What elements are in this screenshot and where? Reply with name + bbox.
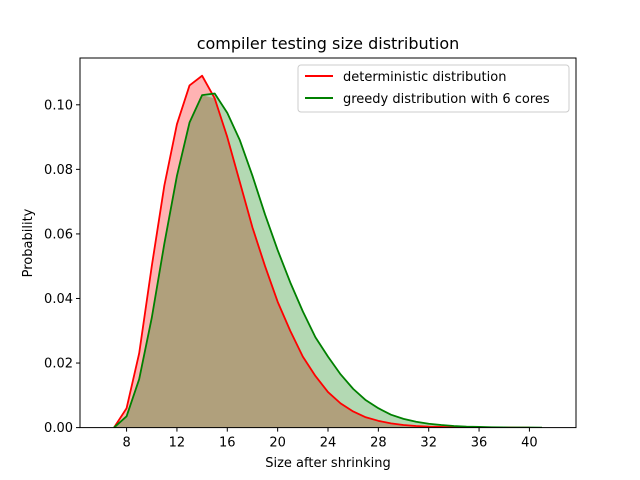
x-tick-label: 40 xyxy=(521,436,538,451)
chart-title: compiler testing size distribution xyxy=(197,34,460,53)
x-tick-label: 12 xyxy=(169,436,186,451)
series-line-greedy xyxy=(113,92,543,428)
legend: deterministic distribution greedy distri… xyxy=(297,64,570,113)
y-tick-label: 0.10 xyxy=(44,98,73,113)
legend-label-deterministic: deterministic distribution xyxy=(343,70,506,85)
y-tick-label: 0.04 xyxy=(44,292,73,307)
y-axis-label: Probability xyxy=(21,208,36,277)
x-axis: 8 12 16 20 24 28 32 36 40 xyxy=(122,427,538,451)
x-tick-label: 32 xyxy=(420,436,437,451)
y-tick-label: 0.02 xyxy=(44,357,73,372)
plot-area xyxy=(113,74,543,428)
legend-label-greedy: greedy distribution with 6 cores xyxy=(343,92,550,107)
x-tick-label: 24 xyxy=(320,436,337,451)
x-tick-label: 36 xyxy=(471,436,488,451)
y-tick-label: 0.00 xyxy=(44,421,73,436)
area-fill-overlap xyxy=(113,95,543,428)
area-fills xyxy=(113,75,543,428)
x-axis-label: Size after shrinking xyxy=(265,456,391,471)
x-tick-label: 20 xyxy=(269,436,286,451)
x-tick-label: 8 xyxy=(122,436,130,451)
x-tick-label: 28 xyxy=(370,436,387,451)
y-axis: 0.00 0.02 0.04 0.06 0.08 0.10 xyxy=(44,98,80,436)
legend-box xyxy=(297,64,570,113)
y-tick-label: 0.08 xyxy=(44,163,73,178)
x-tick-label: 16 xyxy=(219,436,236,451)
y-tick-label: 0.06 xyxy=(44,227,73,242)
